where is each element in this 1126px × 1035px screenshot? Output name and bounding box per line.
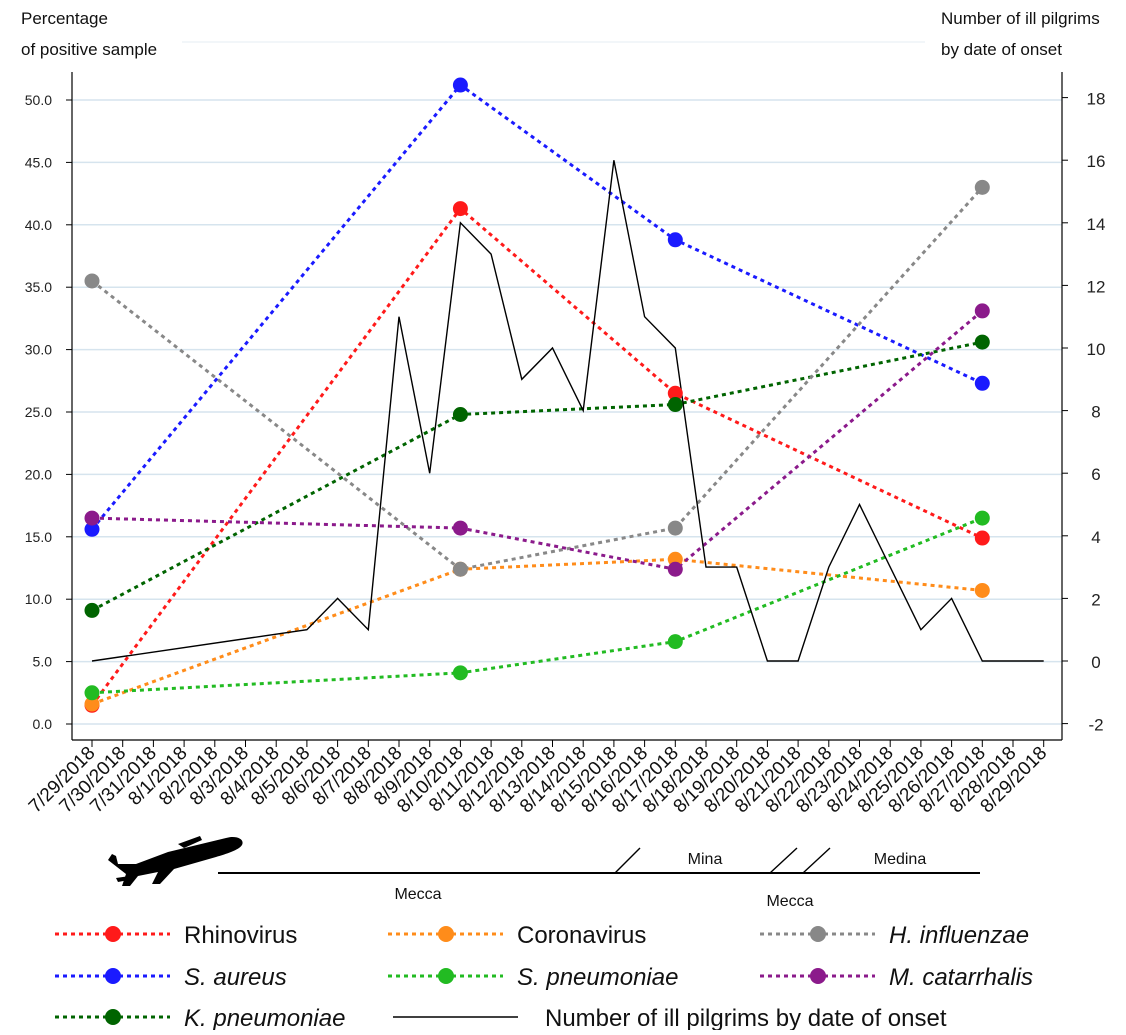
left-tick-label: 30.0 <box>25 342 52 358</box>
left-tick-label: 15.0 <box>25 529 52 545</box>
itinerary-separator <box>615 848 640 873</box>
right-tick-label: 2 <box>1091 590 1100 609</box>
series-point-m-catarrhalis <box>453 521 468 536</box>
right-axis-title-line1: Number of ill pilgrims <box>941 9 1100 28</box>
series-point-s-aureus <box>975 376 990 391</box>
legend-label: K. pneumoniae <box>184 1005 345 1030</box>
series-point-k-pneumoniae <box>975 335 990 350</box>
legend-swatch-marker <box>105 968 121 984</box>
legend-label: M. catarrhalis <box>889 964 1033 991</box>
left-tick-label: 50.0 <box>25 92 52 108</box>
legend-item: K. pneumoniae <box>55 1005 345 1030</box>
series-point-coronavirus <box>975 583 990 598</box>
legend-label: Coronavirus <box>517 922 646 949</box>
legend: Rhinovirus Coronavirus H. influenzae S. aur… <box>55 922 1033 1030</box>
series-point-k-pneumoniae <box>85 603 100 618</box>
grid-layer <box>72 42 1062 724</box>
series-line-ill-pilgrims <box>92 160 1044 661</box>
series-point-m-catarrhalis <box>975 303 990 318</box>
right-tick-label: 14 <box>1087 215 1106 234</box>
legend-swatch-marker <box>105 1009 121 1025</box>
right-tick-label: 4 <box>1091 528 1100 547</box>
left-axis-title-line1: Percentage <box>21 9 108 28</box>
right-axis-title-line2: by date of onset <box>941 40 1062 59</box>
legend-swatch-marker <box>105 926 121 942</box>
legend-item: Number of ill pilgrims by date of onset <box>393 1005 947 1030</box>
series-point-m-catarrhalis <box>85 511 100 526</box>
legend-label: S. aureus <box>184 964 287 991</box>
itinerary-label-mecca: Mecca <box>766 893 813 910</box>
right-tick-label: 12 <box>1087 277 1106 296</box>
left-tick-label: 45.0 <box>25 154 52 170</box>
x-axis-labels: 7/29/20187/30/20187/31/20188/1/20188/2/2… <box>25 743 1051 818</box>
legend-swatch-marker <box>438 968 454 984</box>
series-point-k-pneumoniae <box>453 407 468 422</box>
left-tick-label: 5.0 <box>33 654 53 670</box>
legend-swatch-marker <box>810 968 826 984</box>
series-point-s-aureus <box>668 232 683 247</box>
legend-item: M. catarrhalis <box>760 964 1033 991</box>
legend-label: Number of ill pilgrims by date of onset <box>545 1005 947 1030</box>
legend-item: S. pneumoniae <box>388 964 678 991</box>
series-line-s-pneumoniae <box>92 518 982 693</box>
itinerary-label-mecca: Mecca <box>394 886 441 903</box>
series-layer <box>85 78 1044 713</box>
right-tick-label: 16 <box>1087 152 1106 171</box>
legend-item: Rhinovirus <box>55 922 297 949</box>
legend-swatch-marker <box>810 926 826 942</box>
airplane-icon <box>108 836 243 886</box>
series-point-s-pneumoniae <box>668 634 683 649</box>
left-tick-label: 40.0 <box>25 217 52 233</box>
series-line-rhinovirus <box>92 209 982 706</box>
itinerary-label-mina: Mina <box>688 851 723 868</box>
series-point-h-influenzae <box>975 180 990 195</box>
right-tick-label: 8 <box>1091 403 1100 422</box>
legend-swatch-marker <box>438 926 454 942</box>
left-tick-label: 35.0 <box>25 279 52 295</box>
itinerary-separator <box>803 848 830 873</box>
series-point-h-influenzae <box>668 521 683 536</box>
itinerary-separator <box>770 848 797 873</box>
left-tick-label: 0.0 <box>33 716 53 732</box>
series-point-rhinovirus <box>453 201 468 216</box>
series-point-s-aureus <box>453 78 468 93</box>
legend-label: H. influenzae <box>889 922 1029 949</box>
right-tick-label: 6 <box>1091 465 1100 484</box>
left-tick-label: 10.0 <box>25 591 52 607</box>
right-tick-label: 18 <box>1087 90 1106 109</box>
legend-item: H. influenzae <box>760 922 1029 949</box>
series-line-coronavirus <box>92 559 982 704</box>
right-tick-label: -2 <box>1088 716 1103 735</box>
right-tick-label: 10 <box>1087 340 1106 359</box>
left-tick-label: 20.0 <box>25 466 52 482</box>
series-line-h-influenzae <box>92 187 982 569</box>
legend-label: Rhinovirus <box>184 922 297 949</box>
series-point-s-pneumoniae <box>453 665 468 680</box>
left-axis-title-line2: of positive sample <box>21 40 157 59</box>
itinerary: Mecca Mina Mecca Medina <box>108 836 980 910</box>
itinerary-label-medina: Medina <box>874 851 927 868</box>
series-point-rhinovirus <box>975 531 990 546</box>
left-tick-label: 25.0 <box>25 404 52 420</box>
series-point-s-pneumoniae <box>85 685 100 700</box>
series-point-k-pneumoniae <box>668 397 683 412</box>
series-line-k-pneumoniae <box>92 342 982 610</box>
legend-item: S. aureus <box>55 964 287 991</box>
series-point-m-catarrhalis <box>668 562 683 577</box>
legend-item: Coronavirus <box>388 922 646 949</box>
series-point-s-pneumoniae <box>975 511 990 526</box>
series-point-h-influenzae <box>85 273 100 288</box>
right-tick-label: 0 <box>1091 653 1100 672</box>
legend-label: S. pneumoniae <box>517 964 678 991</box>
series-line-s-aureus <box>92 85 982 529</box>
series-point-h-influenzae <box>453 562 468 577</box>
